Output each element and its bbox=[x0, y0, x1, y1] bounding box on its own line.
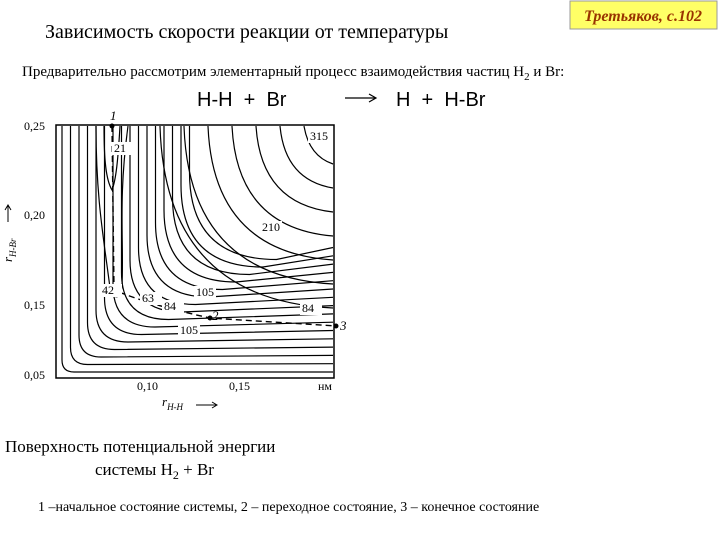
contour-line bbox=[303, 125, 334, 165]
contour-label: 105 bbox=[180, 323, 198, 337]
caption-line2: системы H2 + Br bbox=[95, 460, 214, 482]
reference-box bbox=[569, 0, 718, 30]
label-bg bbox=[194, 286, 216, 299]
x-axis-label: rH-H bbox=[162, 394, 184, 412]
x-label-text: r bbox=[162, 394, 168, 409]
contour-line bbox=[188, 126, 334, 261]
y-axis-arrow-head bbox=[4, 204, 12, 211]
label-bg bbox=[178, 324, 200, 337]
plot-frame bbox=[55, 124, 335, 379]
x-tick-label: нм bbox=[318, 379, 332, 393]
contour-line bbox=[78, 126, 334, 358]
point-label: 2 bbox=[212, 308, 219, 323]
contour-line bbox=[163, 126, 334, 283]
contour-line bbox=[61, 126, 333, 373]
reference: Третьяков, с.102 bbox=[584, 8, 702, 25]
point-label: 3 bbox=[339, 318, 347, 333]
contour-label: 42 bbox=[102, 283, 114, 297]
contour-line bbox=[183, 125, 334, 285]
contour-line bbox=[103, 126, 334, 336]
label-bg bbox=[162, 300, 184, 313]
label-bg bbox=[300, 302, 322, 315]
contour-label: 210 bbox=[262, 220, 280, 234]
label-bg bbox=[308, 130, 330, 143]
caption-tail: + Br bbox=[179, 460, 214, 479]
contour-label: 84 bbox=[302, 301, 314, 315]
label-bg bbox=[100, 284, 122, 297]
contour-line bbox=[120, 126, 334, 321]
contour-line bbox=[255, 125, 334, 213]
caption-subscript: 2 bbox=[173, 468, 179, 482]
point-label: 1 bbox=[110, 108, 117, 123]
x-tick-label: 0,15 bbox=[229, 379, 250, 393]
state-point bbox=[333, 323, 339, 329]
contour-line bbox=[207, 125, 334, 261]
contour-label: 315 bbox=[310, 129, 328, 143]
caption-line1: Поверхность потенциальной энергии bbox=[5, 437, 275, 456]
contour-line bbox=[154, 126, 334, 291]
contour-line bbox=[69, 126, 334, 366]
contour-plot: 21 315 210 105 42 63 84 84 105 1 2 3 bbox=[55, 108, 347, 379]
label-bg bbox=[112, 142, 134, 155]
caption-text: системы H bbox=[95, 460, 173, 479]
reactants: H-H + Br bbox=[197, 89, 287, 111]
state-point bbox=[109, 123, 115, 129]
y-tick-label: 0,25 bbox=[24, 119, 45, 133]
intro: Предварительно рассмотрим элементарный п… bbox=[22, 64, 564, 83]
products: H + H-Br bbox=[396, 89, 486, 111]
label-bg bbox=[260, 221, 282, 234]
x-tick-label: 0,10 bbox=[137, 379, 158, 393]
contour-line bbox=[279, 125, 334, 189]
intro-subscript: 2 bbox=[524, 71, 530, 83]
contour-label: 84 bbox=[164, 299, 176, 313]
y-label-text: r bbox=[0, 256, 15, 262]
y-tick-label: 0,05 bbox=[24, 368, 45, 382]
contour-line bbox=[137, 126, 334, 306]
state-point bbox=[207, 315, 213, 321]
y-axis-label: rH-Br bbox=[0, 238, 18, 262]
y-tick-label: 0,15 bbox=[24, 298, 45, 312]
y-tick-label: 0,20 bbox=[24, 208, 45, 222]
label-bg bbox=[140, 292, 162, 305]
contour-line bbox=[171, 126, 334, 276]
contour-line bbox=[159, 125, 334, 309]
contour-label: 105 bbox=[196, 285, 214, 299]
contour-label: 21 bbox=[114, 141, 126, 155]
contour-line bbox=[231, 125, 334, 237]
x-label-subscript: H-H bbox=[166, 402, 183, 412]
intro-tail: и Br: bbox=[530, 64, 565, 80]
contour-line bbox=[180, 126, 334, 268]
y-label-subscript: H-Br bbox=[8, 238, 18, 258]
contour-line bbox=[86, 126, 334, 351]
legend: 1 –начальное состояние системы, 2 – пере… bbox=[38, 500, 539, 515]
contour-label: 63 bbox=[142, 291, 154, 305]
intro-text: Предварительно рассмотрим элементарный п… bbox=[22, 64, 524, 80]
title: Зависимость скорости реакции от температ… bbox=[45, 21, 448, 43]
contour-line bbox=[95, 126, 334, 343]
x-axis-arrow-head bbox=[211, 401, 218, 409]
reaction-arrow-head bbox=[368, 93, 378, 103]
